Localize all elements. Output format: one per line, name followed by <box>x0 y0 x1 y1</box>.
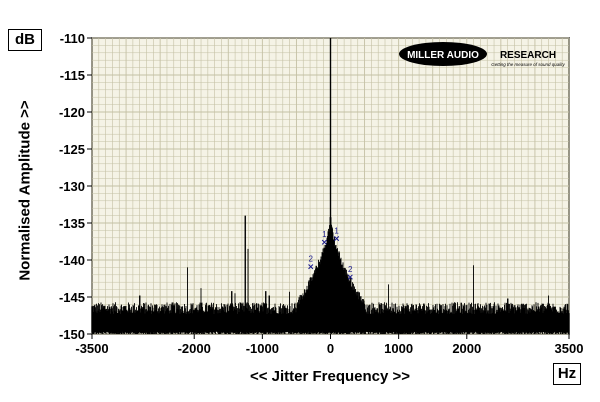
x-tick-label: -1000 <box>246 341 279 356</box>
y-tick-label: -110 <box>60 31 85 46</box>
peak-markers: 1 1 2 2 <box>308 227 353 280</box>
peak-marker <box>334 235 340 242</box>
x-tick-label: 1000 <box>384 341 413 356</box>
peak-marker <box>308 264 314 270</box>
spectrum-trace <box>91 38 570 334</box>
x-tick-label: -3500 <box>75 341 108 356</box>
x-unit-label: Hz <box>553 363 581 385</box>
y-tick-label: -115 <box>60 68 85 83</box>
peak-marker <box>347 274 353 280</box>
y-tick-label: -135 <box>59 216 85 231</box>
x-tick-label: -2000 <box>178 341 211 356</box>
y-tick-label: -140 <box>59 253 85 268</box>
peak-marker-label: 2 <box>309 255 314 264</box>
logo-tagline: Getting the measure of sound quality <box>491 62 565 67</box>
spectrum-noise-floor <box>91 208 570 334</box>
peak-marker-label: 2 <box>348 265 353 274</box>
peak-marker-label: 1 <box>322 230 327 239</box>
y-tick-label: -130 <box>59 179 85 194</box>
y-tick-label: -150 <box>59 327 85 342</box>
x-tick-label: 3500 <box>555 341 584 356</box>
axis-ticks: -110 -115 -120 -125 -130 -135 -140 -145 -150-350… <box>59 31 583 356</box>
peak-marker <box>321 239 327 245</box>
logo-brand-left: MILLER AUDIO <box>407 50 479 61</box>
x-axis-title: << Jitter Frequency >> <box>249 368 411 385</box>
x-tick-label: 0 <box>327 341 334 356</box>
y-unit-label: dB <box>8 29 42 51</box>
x-tick-label: 2000 <box>452 341 481 356</box>
peak-marker-label: 1 <box>334 227 339 236</box>
y-tick-label: -125 <box>59 142 85 157</box>
y-tick-label: -120 <box>59 105 85 120</box>
logo-brand-right: RESEARCH <box>500 50 556 61</box>
logo-ellipse <box>399 42 487 66</box>
miller-audio-research-logo: MILLER AUDIO RESEARCH Getting the measur… <box>399 42 566 67</box>
y-tick-label: -145 <box>59 290 85 305</box>
y-axis-title: Normalised Amplitude >> <box>16 100 34 281</box>
